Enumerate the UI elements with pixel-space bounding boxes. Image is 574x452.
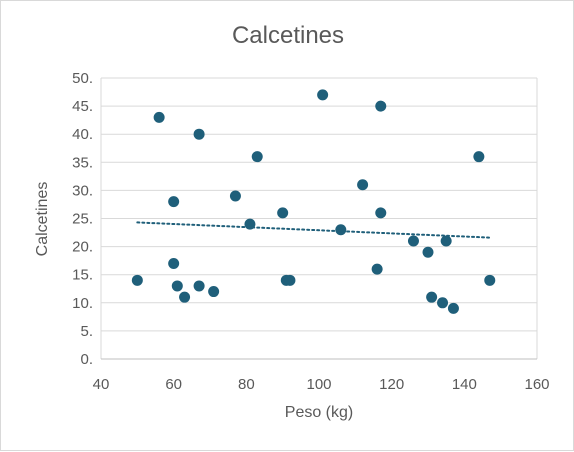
data-point <box>426 291 438 303</box>
data-point <box>153 111 165 123</box>
x-tick-label: 120 <box>379 376 404 393</box>
data-point <box>407 235 419 247</box>
chart-title: Calcetines <box>232 22 344 49</box>
data-point <box>440 235 452 247</box>
y-axis-title: Calcetines <box>34 182 51 257</box>
data-point <box>251 151 263 163</box>
data-point <box>168 196 180 208</box>
data-point <box>484 274 496 286</box>
data-point <box>371 263 383 275</box>
y-tick-label: 10. <box>72 295 93 312</box>
data-point <box>437 297 449 309</box>
trendline-layer <box>136 221 491 239</box>
data-point <box>375 100 387 112</box>
y-tick-label: 20. <box>72 239 93 256</box>
y-tick-label: 35. <box>72 154 93 171</box>
axes: 0. 5. 10. 15. 20. 25. 30. 35. 40. 45. 50. 40 60 80 100… <box>72 70 549 393</box>
y-tick-label: 25. <box>72 211 93 228</box>
data-point <box>357 179 369 191</box>
trendline <box>136 221 491 239</box>
y-tick-label: 30. <box>72 182 93 199</box>
y-tick-label: 40. <box>72 126 93 143</box>
gridlines <box>100 77 538 359</box>
data-point <box>193 128 205 140</box>
data-point <box>447 302 459 314</box>
data-point <box>375 207 387 219</box>
data-point <box>473 151 485 163</box>
x-tick-label: 60 <box>165 376 182 393</box>
y-tick-label: 50. <box>72 70 93 87</box>
x-tick-label: 40 <box>93 376 110 393</box>
x-tick-label: 160 <box>524 376 549 393</box>
x-axis-title: Peso (kg) <box>285 404 353 421</box>
data-point <box>229 190 241 202</box>
x-tick-label: 100 <box>306 376 331 393</box>
data-point <box>317 89 329 101</box>
data-point <box>168 257 180 269</box>
y-tick-label: 15. <box>72 267 93 284</box>
data-point <box>179 291 191 303</box>
y-tick-label: 5. <box>80 323 93 340</box>
y-tick-label: 45. <box>72 98 93 115</box>
y-tick-label: 0. <box>80 351 93 368</box>
x-tick-label: 140 <box>452 376 477 393</box>
data-point <box>422 246 434 258</box>
data-point <box>193 280 205 292</box>
data-point <box>171 280 183 292</box>
data-point <box>284 274 296 286</box>
data-points <box>131 89 496 314</box>
data-point <box>208 286 220 298</box>
data-point <box>277 207 289 219</box>
data-point <box>131 274 143 286</box>
data-point <box>244 218 256 230</box>
data-point <box>335 224 347 236</box>
x-tick-label: 80 <box>238 376 255 393</box>
